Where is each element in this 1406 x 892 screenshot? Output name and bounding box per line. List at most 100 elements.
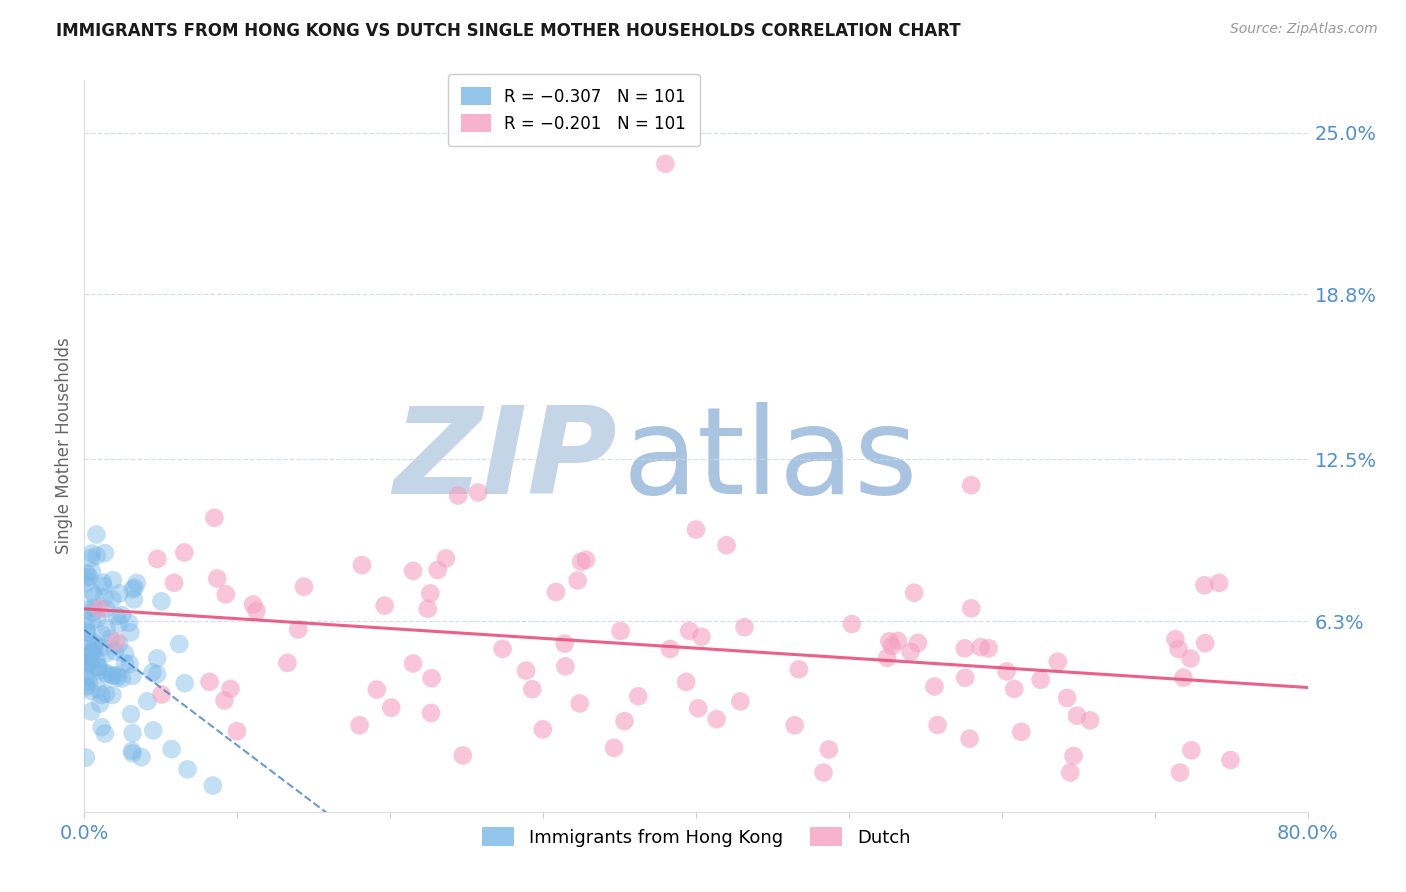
Point	[451, 748, 474, 763]
Point	[716, 538, 738, 552]
Text: atlas: atlas	[623, 402, 918, 519]
Point	[613, 714, 636, 728]
Point	[105, 634, 128, 648]
Point	[89, 697, 111, 711]
Point	[120, 625, 142, 640]
Point	[1208, 576, 1230, 591]
Point	[1180, 743, 1202, 757]
Point	[569, 555, 592, 569]
Point	[86, 681, 108, 696]
Point	[121, 726, 143, 740]
Point	[125, 575, 148, 590]
Point	[970, 640, 993, 655]
Point	[1078, 714, 1101, 728]
Point	[77, 649, 100, 664]
Point	[86, 549, 108, 563]
Point	[366, 682, 388, 697]
Point	[207, 572, 229, 586]
Point	[107, 670, 129, 684]
Point	[87, 664, 110, 678]
Point	[434, 551, 457, 566]
Point	[75, 680, 97, 694]
Point	[76, 624, 98, 639]
Point	[245, 604, 267, 618]
Point	[86, 651, 108, 665]
Point	[609, 624, 631, 638]
Point	[90, 688, 112, 702]
Point	[76, 566, 98, 581]
Point	[783, 718, 806, 732]
Point	[80, 705, 103, 719]
Point	[880, 639, 903, 653]
Point	[118, 657, 141, 671]
Point	[654, 157, 676, 171]
Point	[94, 665, 117, 680]
Point	[420, 706, 443, 720]
Point	[83, 590, 105, 604]
Point	[121, 746, 143, 760]
Point	[94, 726, 117, 740]
Text: ZIP: ZIP	[392, 402, 616, 519]
Point	[1180, 651, 1202, 665]
Point	[1219, 753, 1241, 767]
Point	[876, 650, 898, 665]
Point	[960, 478, 983, 492]
Point	[76, 658, 98, 673]
Point	[575, 553, 598, 567]
Point	[80, 614, 103, 628]
Point	[101, 573, 124, 587]
Point	[977, 641, 1000, 656]
Point	[350, 558, 373, 572]
Point	[447, 489, 470, 503]
Point	[79, 655, 101, 669]
Point	[900, 645, 922, 659]
Point	[108, 616, 131, 631]
Point	[491, 641, 513, 656]
Point	[124, 581, 146, 595]
Point	[105, 668, 128, 682]
Point	[813, 765, 835, 780]
Point	[787, 662, 810, 676]
Point	[287, 623, 309, 637]
Text: Source: ZipAtlas.com: Source: ZipAtlas.com	[1230, 22, 1378, 37]
Point	[114, 647, 136, 661]
Point	[959, 731, 981, 746]
Point	[146, 552, 169, 566]
Point	[108, 637, 131, 651]
Point	[163, 575, 186, 590]
Point	[374, 599, 396, 613]
Point	[1194, 636, 1216, 650]
Point	[426, 563, 449, 577]
Point	[567, 574, 589, 588]
Point	[79, 636, 101, 650]
Point	[150, 594, 173, 608]
Point	[1164, 632, 1187, 646]
Point	[101, 668, 124, 682]
Point	[173, 676, 195, 690]
Point	[1002, 681, 1025, 696]
Point	[83, 639, 105, 653]
Point	[818, 742, 841, 756]
Point	[80, 657, 103, 671]
Point	[75, 619, 97, 633]
Point	[420, 671, 443, 685]
Point	[121, 669, 143, 683]
Point	[83, 643, 105, 657]
Point	[91, 640, 114, 655]
Point	[1046, 655, 1069, 669]
Point	[276, 656, 298, 670]
Point	[91, 575, 114, 590]
Point	[105, 609, 128, 624]
Point	[120, 707, 142, 722]
Point	[77, 570, 100, 584]
Point	[467, 485, 489, 500]
Point	[1063, 748, 1085, 763]
Point	[142, 723, 165, 738]
Point	[80, 547, 103, 561]
Point	[879, 634, 901, 648]
Point	[1056, 690, 1078, 705]
Point	[122, 592, 145, 607]
Point	[960, 601, 983, 615]
Point	[1066, 708, 1088, 723]
Point	[995, 665, 1018, 679]
